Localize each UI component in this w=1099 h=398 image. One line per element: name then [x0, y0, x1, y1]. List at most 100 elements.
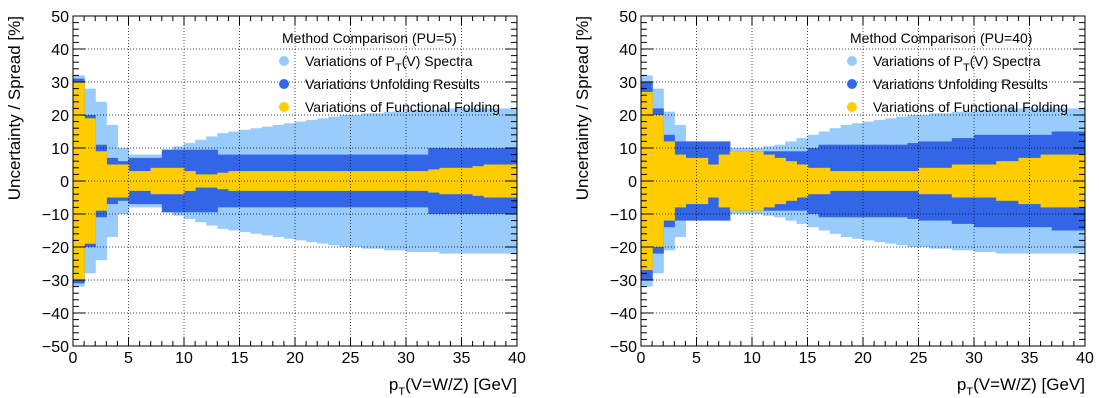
series-3-bin-16	[807, 167, 820, 195]
y-tick-label: −50	[610, 339, 637, 356]
x-tick-label: 40	[1076, 350, 1094, 367]
legend-marker	[279, 56, 289, 66]
legend-entry-2: Variations Unfolding Results	[873, 76, 1048, 92]
series-3-bin-32	[417, 171, 429, 191]
legend-entry-1: Variations of PT(V) Spectra	[305, 53, 473, 74]
legend-title: Method Comparison (PU=5)	[282, 30, 457, 46]
y-tick-label: −10	[610, 207, 637, 224]
y-tick-label: −30	[42, 273, 69, 290]
series-3-bin-19	[272, 171, 285, 191]
series-3-bin-6	[128, 171, 141, 191]
legend-marker	[847, 79, 857, 89]
x-axis-label: pT(V=W/Z) [GeV]	[389, 375, 517, 398]
grid	[73, 16, 517, 346]
series-3-bin-15	[228, 171, 241, 191]
x-tick-label: 10	[175, 350, 193, 367]
legend-title: Method Comparison (PU=40)	[850, 30, 1032, 46]
legend-marker	[847, 56, 857, 66]
x-tick-label: 15	[799, 350, 817, 367]
series-3-bin-13	[206, 174, 218, 188]
series-3-bin-32	[985, 164, 997, 198]
series-3-bin-22	[874, 171, 886, 191]
x-tick-label: 30	[965, 350, 983, 367]
series-3-bin-12	[195, 174, 207, 188]
series-3-bin-36	[461, 167, 474, 195]
series-3-bin-8	[150, 167, 163, 195]
y-tick-label: 0	[628, 174, 637, 191]
x-tick-label: 20	[286, 350, 304, 367]
series-3-bin-28	[940, 167, 953, 195]
series-3-bin-3	[95, 151, 107, 211]
series-3-bin-18	[261, 171, 274, 191]
x-tick-label: 35	[1021, 350, 1039, 367]
series-3-bin-11	[184, 171, 196, 191]
series-3-bin-33	[428, 169, 440, 193]
y-tick-label: 20	[51, 108, 69, 125]
x-tick-label: 25	[910, 350, 928, 367]
chart-panel-1: 0 5 10 15 20 25 30 35 40 −50 −40 −30 −20 −10 0 10 20 30 40…	[5, 9, 526, 398]
series-3-bin-23	[317, 171, 329, 191]
legend: Method Comparison (PU=5) Variations of PT…	[279, 30, 500, 115]
y-tick-label: −30	[610, 273, 637, 290]
y-axis-label: Uncertainty / Spread [%]	[573, 16, 592, 200]
series-3-bin-12	[763, 154, 775, 208]
series-3-bin-33	[996, 161, 1008, 201]
series-3-bin-25	[907, 171, 920, 191]
series-3-bin-2	[84, 118, 96, 244]
series-3-bin-23	[885, 171, 897, 191]
y-tick-label: −40	[42, 306, 69, 323]
x-tick-label: 20	[854, 350, 872, 367]
legend-entry-1: Variations of PT(V) Spectra	[873, 53, 1041, 74]
series-3-bin-9	[729, 151, 742, 211]
y-tick-label: 30	[619, 75, 637, 92]
series-3-bin-11	[752, 151, 764, 211]
series-3-bin-26	[918, 167, 931, 195]
grid	[641, 16, 1085, 346]
x-tick-label: 15	[231, 350, 249, 367]
series-3-bin-6	[696, 157, 709, 205]
series-3-bin-21	[295, 171, 307, 191]
x-tick-label: 0	[69, 350, 78, 367]
series-3-bin-5	[117, 164, 130, 198]
x-tick-label: 5	[692, 350, 701, 367]
series-3-bin-31	[406, 171, 418, 191]
series-3-bin-9	[161, 167, 174, 195]
y-tick-label: 30	[51, 75, 69, 92]
series-3-bin-2	[652, 115, 664, 247]
series-3-bin-22	[306, 171, 318, 191]
x-tick-label: 40	[508, 350, 526, 367]
series-3-bin-13	[774, 157, 786, 205]
series-3-bin-35	[1018, 157, 1031, 205]
series-3-bin-31	[974, 164, 986, 198]
x-tick-label: 0	[637, 350, 646, 367]
series-3-bin-29	[383, 171, 396, 191]
series-3-bin-21	[863, 171, 875, 191]
series-3-bin-8	[718, 154, 731, 208]
chart-panel-2: 0 5 10 15 20 25 30 35 40 −50 −40 −30 −20 −10 0 10 20 30 40…	[573, 9, 1094, 398]
y-tick-label: −20	[42, 240, 69, 257]
series-3-bin-19	[840, 171, 853, 191]
legend-entry-2: Variations Unfolding Results	[305, 76, 480, 92]
y-tick-label: 40	[619, 42, 637, 59]
x-tick-label: 5	[124, 350, 133, 367]
y-tick-label: −20	[610, 240, 637, 257]
y-tick-label: 50	[51, 9, 69, 26]
y-tick-label: 40	[51, 42, 69, 59]
y-tick-label: 10	[51, 141, 69, 158]
y-axis-label: Uncertainty / Spread [%]	[5, 16, 24, 200]
y-tick-label: 0	[60, 174, 69, 191]
series-3-bin-18	[829, 171, 842, 191]
legend-marker	[279, 102, 289, 112]
x-axis-label: pT(V=W/Z) [GeV]	[957, 375, 1085, 398]
series-3-bin-28	[372, 171, 385, 191]
y-tick-label: −40	[610, 306, 637, 323]
legend-marker	[279, 79, 289, 89]
x-tick-label: 35	[453, 350, 471, 367]
series-3-bin-16	[239, 171, 252, 191]
legend: Method Comparison (PU=40) Variations of P…	[847, 30, 1068, 115]
y-tick-label: 20	[619, 108, 637, 125]
ticks	[640, 15, 1086, 347]
y-tick-label: 10	[619, 141, 637, 158]
series-3-bin-26	[350, 171, 363, 191]
